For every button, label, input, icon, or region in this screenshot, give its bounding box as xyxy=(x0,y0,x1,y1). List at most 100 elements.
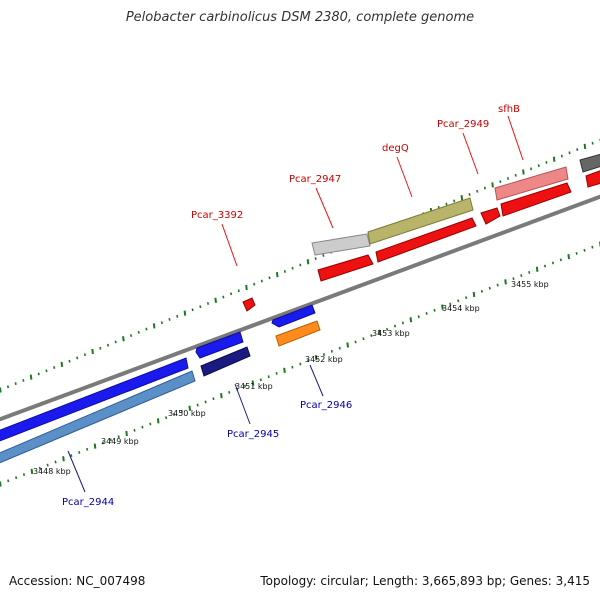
upper-track-tick xyxy=(152,323,156,329)
lower-track-tick xyxy=(149,422,152,426)
upper-track-tick xyxy=(183,310,187,316)
upper-track-tick xyxy=(106,343,110,347)
gene-label-degq: degQ xyxy=(382,143,409,154)
gene-pcar-2945[interactable] xyxy=(200,346,251,377)
lower-track-tick xyxy=(0,481,2,487)
gene-degq[interactable] xyxy=(367,197,474,245)
cds-bar-blue-right[interactable] xyxy=(271,304,316,328)
upper-track-tick xyxy=(229,292,233,296)
lower-track-tick xyxy=(125,430,128,437)
lower-track-tick xyxy=(70,454,73,458)
lower-track-tick xyxy=(535,266,539,272)
upper-track-tick xyxy=(268,276,271,280)
cds-bar-blue-small[interactable] xyxy=(195,331,244,359)
upper-track-tick xyxy=(68,359,71,363)
upper-track-tick xyxy=(0,387,2,393)
upper-track-tick xyxy=(22,378,25,382)
lower-track-tick xyxy=(528,270,531,274)
lower-track-tick xyxy=(86,447,89,451)
lower-track-tick xyxy=(338,346,341,350)
upper-track-tick xyxy=(314,257,317,261)
upper-track-tick xyxy=(306,259,310,265)
upper-track-tick xyxy=(299,263,302,267)
upper-track-tick xyxy=(568,151,571,155)
cds-bar-blue-large[interactable] xyxy=(0,357,189,444)
gene-pcar-2947[interactable] xyxy=(311,233,371,256)
lower-track-tick xyxy=(433,308,436,312)
upper-track-tick xyxy=(214,297,217,303)
lower-track-tick xyxy=(188,405,192,411)
upper-track-tick xyxy=(83,353,86,357)
upper-track-tick xyxy=(291,266,294,270)
lower-track-tick xyxy=(314,355,318,361)
cds-bar-red-sfhb[interactable] xyxy=(500,182,572,217)
lower-track-tick xyxy=(504,279,507,285)
lower-track-tick xyxy=(401,321,405,325)
lower-track-tick xyxy=(22,473,26,476)
lower-track-tick xyxy=(78,450,81,454)
lower-track-tick xyxy=(180,409,183,413)
lower-track-tick xyxy=(133,428,136,432)
lower-track-tick xyxy=(117,435,120,439)
cds-bar-red-2949[interactable] xyxy=(480,207,501,225)
upper-track-tick xyxy=(191,308,194,312)
gene-sfhb[interactable] xyxy=(494,166,569,201)
upper-track-tick xyxy=(514,173,517,177)
upper-track-tick xyxy=(122,336,125,342)
scale-label-3452: 3452 kbp xyxy=(305,355,343,364)
upper-track-tick xyxy=(237,289,240,293)
upper-track-tick xyxy=(445,202,448,206)
lower-track-tick xyxy=(267,375,270,379)
upper-track-tick xyxy=(91,348,94,355)
lower-track-tick xyxy=(322,353,326,356)
cds-bar-red-edge[interactable] xyxy=(585,169,600,188)
upper-track-tick xyxy=(560,154,563,158)
upper-track-tick xyxy=(529,167,533,171)
lower-track-tick xyxy=(15,476,18,480)
upper-track-tick xyxy=(245,284,248,291)
map-title: Pelobacter carbinolicus DSM 2380, comple… xyxy=(125,10,475,25)
gene-pcar-2944[interactable] xyxy=(0,370,196,466)
gene-label-pcar-3392: Pcar_3392 xyxy=(191,210,243,221)
gene-label-pcar-2949: Pcar_2949 xyxy=(437,119,489,130)
gene-dark-edge[interactable] xyxy=(579,153,600,173)
lower-track-tick xyxy=(212,397,215,401)
scale-label-3455: 3455 kbp xyxy=(511,280,549,289)
upper-track-tick xyxy=(60,361,64,367)
upper-track-tick xyxy=(468,193,471,196)
gene-label-pcar-2944: Pcar_2944 xyxy=(62,497,114,508)
upper-track-tick xyxy=(206,302,210,305)
upper-track-tick xyxy=(453,199,456,203)
upper-track-tick xyxy=(460,195,464,201)
cds-bar-red-degq[interactable] xyxy=(375,217,477,263)
scale-label-3449: 3449 kbp xyxy=(101,437,139,446)
leader-line-pcar-2946 xyxy=(309,364,324,397)
upper-track-tick xyxy=(576,148,579,152)
lower-track-tick xyxy=(165,416,168,420)
lower-track-tick xyxy=(220,392,223,399)
lower-track-tick xyxy=(7,479,10,483)
upper-track-tick xyxy=(114,340,117,344)
cds-bar-red-3392[interactable] xyxy=(242,297,256,312)
lower-track-tick xyxy=(156,418,160,424)
lower-track-tick xyxy=(243,384,247,388)
scale-label-3451: 3451 kbp xyxy=(235,382,273,391)
upper-track-tick xyxy=(45,369,48,373)
leader-line-pcar-2947 xyxy=(315,187,334,229)
lower-track-tick xyxy=(575,252,578,255)
cds-bar-red-2947[interactable] xyxy=(317,254,374,282)
lower-track-tick xyxy=(409,317,413,323)
scale-label-3453: 3453 kbp xyxy=(372,329,410,338)
upper-track-tick xyxy=(37,372,40,376)
leader-line-pcar-2944 xyxy=(67,450,86,493)
lower-track-tick xyxy=(425,312,428,315)
gene-pcar-2946[interactable] xyxy=(275,320,321,347)
upper-track-tick xyxy=(199,305,202,309)
lower-track-tick xyxy=(543,264,547,268)
upper-track-tick xyxy=(53,366,56,370)
lower-track-tick xyxy=(346,342,349,348)
lower-track-tick xyxy=(291,365,294,369)
accession-label: Accession: NC_007498 xyxy=(9,574,146,588)
upper-track-tick xyxy=(176,314,179,318)
